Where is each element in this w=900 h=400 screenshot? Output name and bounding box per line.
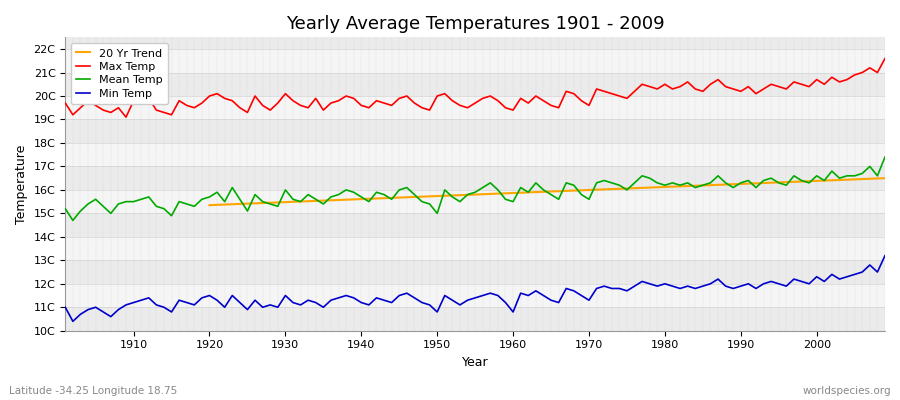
Title: Yearly Average Temperatures 1901 - 2009: Yearly Average Temperatures 1901 - 2009 — [286, 15, 664, 33]
Mean Temp — [508, 199, 518, 204]
Max Temp — [516, 96, 526, 101]
Bar — [66, 72, 885, 96]
Text: worldspecies.org: worldspecies.org — [803, 386, 891, 396]
Max Temp — [607, 91, 617, 96]
Mean Temp — [516, 185, 526, 190]
Bar — [66, 143, 885, 166]
Bar — [66, 237, 885, 260]
Bar — [66, 213, 885, 237]
Max Temp — [60, 101, 71, 106]
Min Temp — [295, 302, 306, 307]
Min Temp — [68, 319, 78, 324]
Mean Temp — [128, 199, 139, 204]
Line: Max Temp: Max Temp — [66, 58, 885, 117]
Min Temp — [128, 300, 139, 305]
Bar — [66, 120, 885, 143]
Bar — [66, 307, 885, 331]
Min Temp — [508, 310, 518, 314]
Min Temp — [607, 286, 617, 291]
Bar — [66, 190, 885, 213]
Mean Temp — [68, 218, 78, 223]
Line: Mean Temp: Mean Temp — [66, 157, 885, 220]
Min Temp — [879, 253, 890, 258]
Bar — [66, 284, 885, 307]
Max Temp — [121, 115, 131, 120]
Min Temp — [60, 305, 71, 310]
Mean Temp — [295, 199, 306, 204]
Max Temp — [879, 56, 890, 61]
Mean Temp — [60, 206, 71, 211]
Max Temp — [508, 108, 518, 112]
Y-axis label: Temperature: Temperature — [15, 144, 28, 224]
Min Temp — [516, 291, 526, 296]
Mean Temp — [607, 180, 617, 185]
Mean Temp — [341, 188, 352, 192]
Mean Temp — [879, 155, 890, 160]
Bar — [66, 96, 885, 120]
Bar — [66, 166, 885, 190]
Text: Latitude -34.25 Longitude 18.75: Latitude -34.25 Longitude 18.75 — [9, 386, 177, 396]
Min Temp — [341, 293, 352, 298]
Bar — [66, 260, 885, 284]
Bar — [66, 49, 885, 72]
Line: Min Temp: Min Temp — [66, 256, 885, 321]
Max Temp — [295, 103, 306, 108]
Max Temp — [128, 98, 139, 103]
Legend: 20 Yr Trend, Max Temp, Mean Temp, Min Temp: 20 Yr Trend, Max Temp, Mean Temp, Min Te… — [71, 43, 167, 104]
Max Temp — [341, 94, 352, 98]
X-axis label: Year: Year — [462, 356, 489, 369]
